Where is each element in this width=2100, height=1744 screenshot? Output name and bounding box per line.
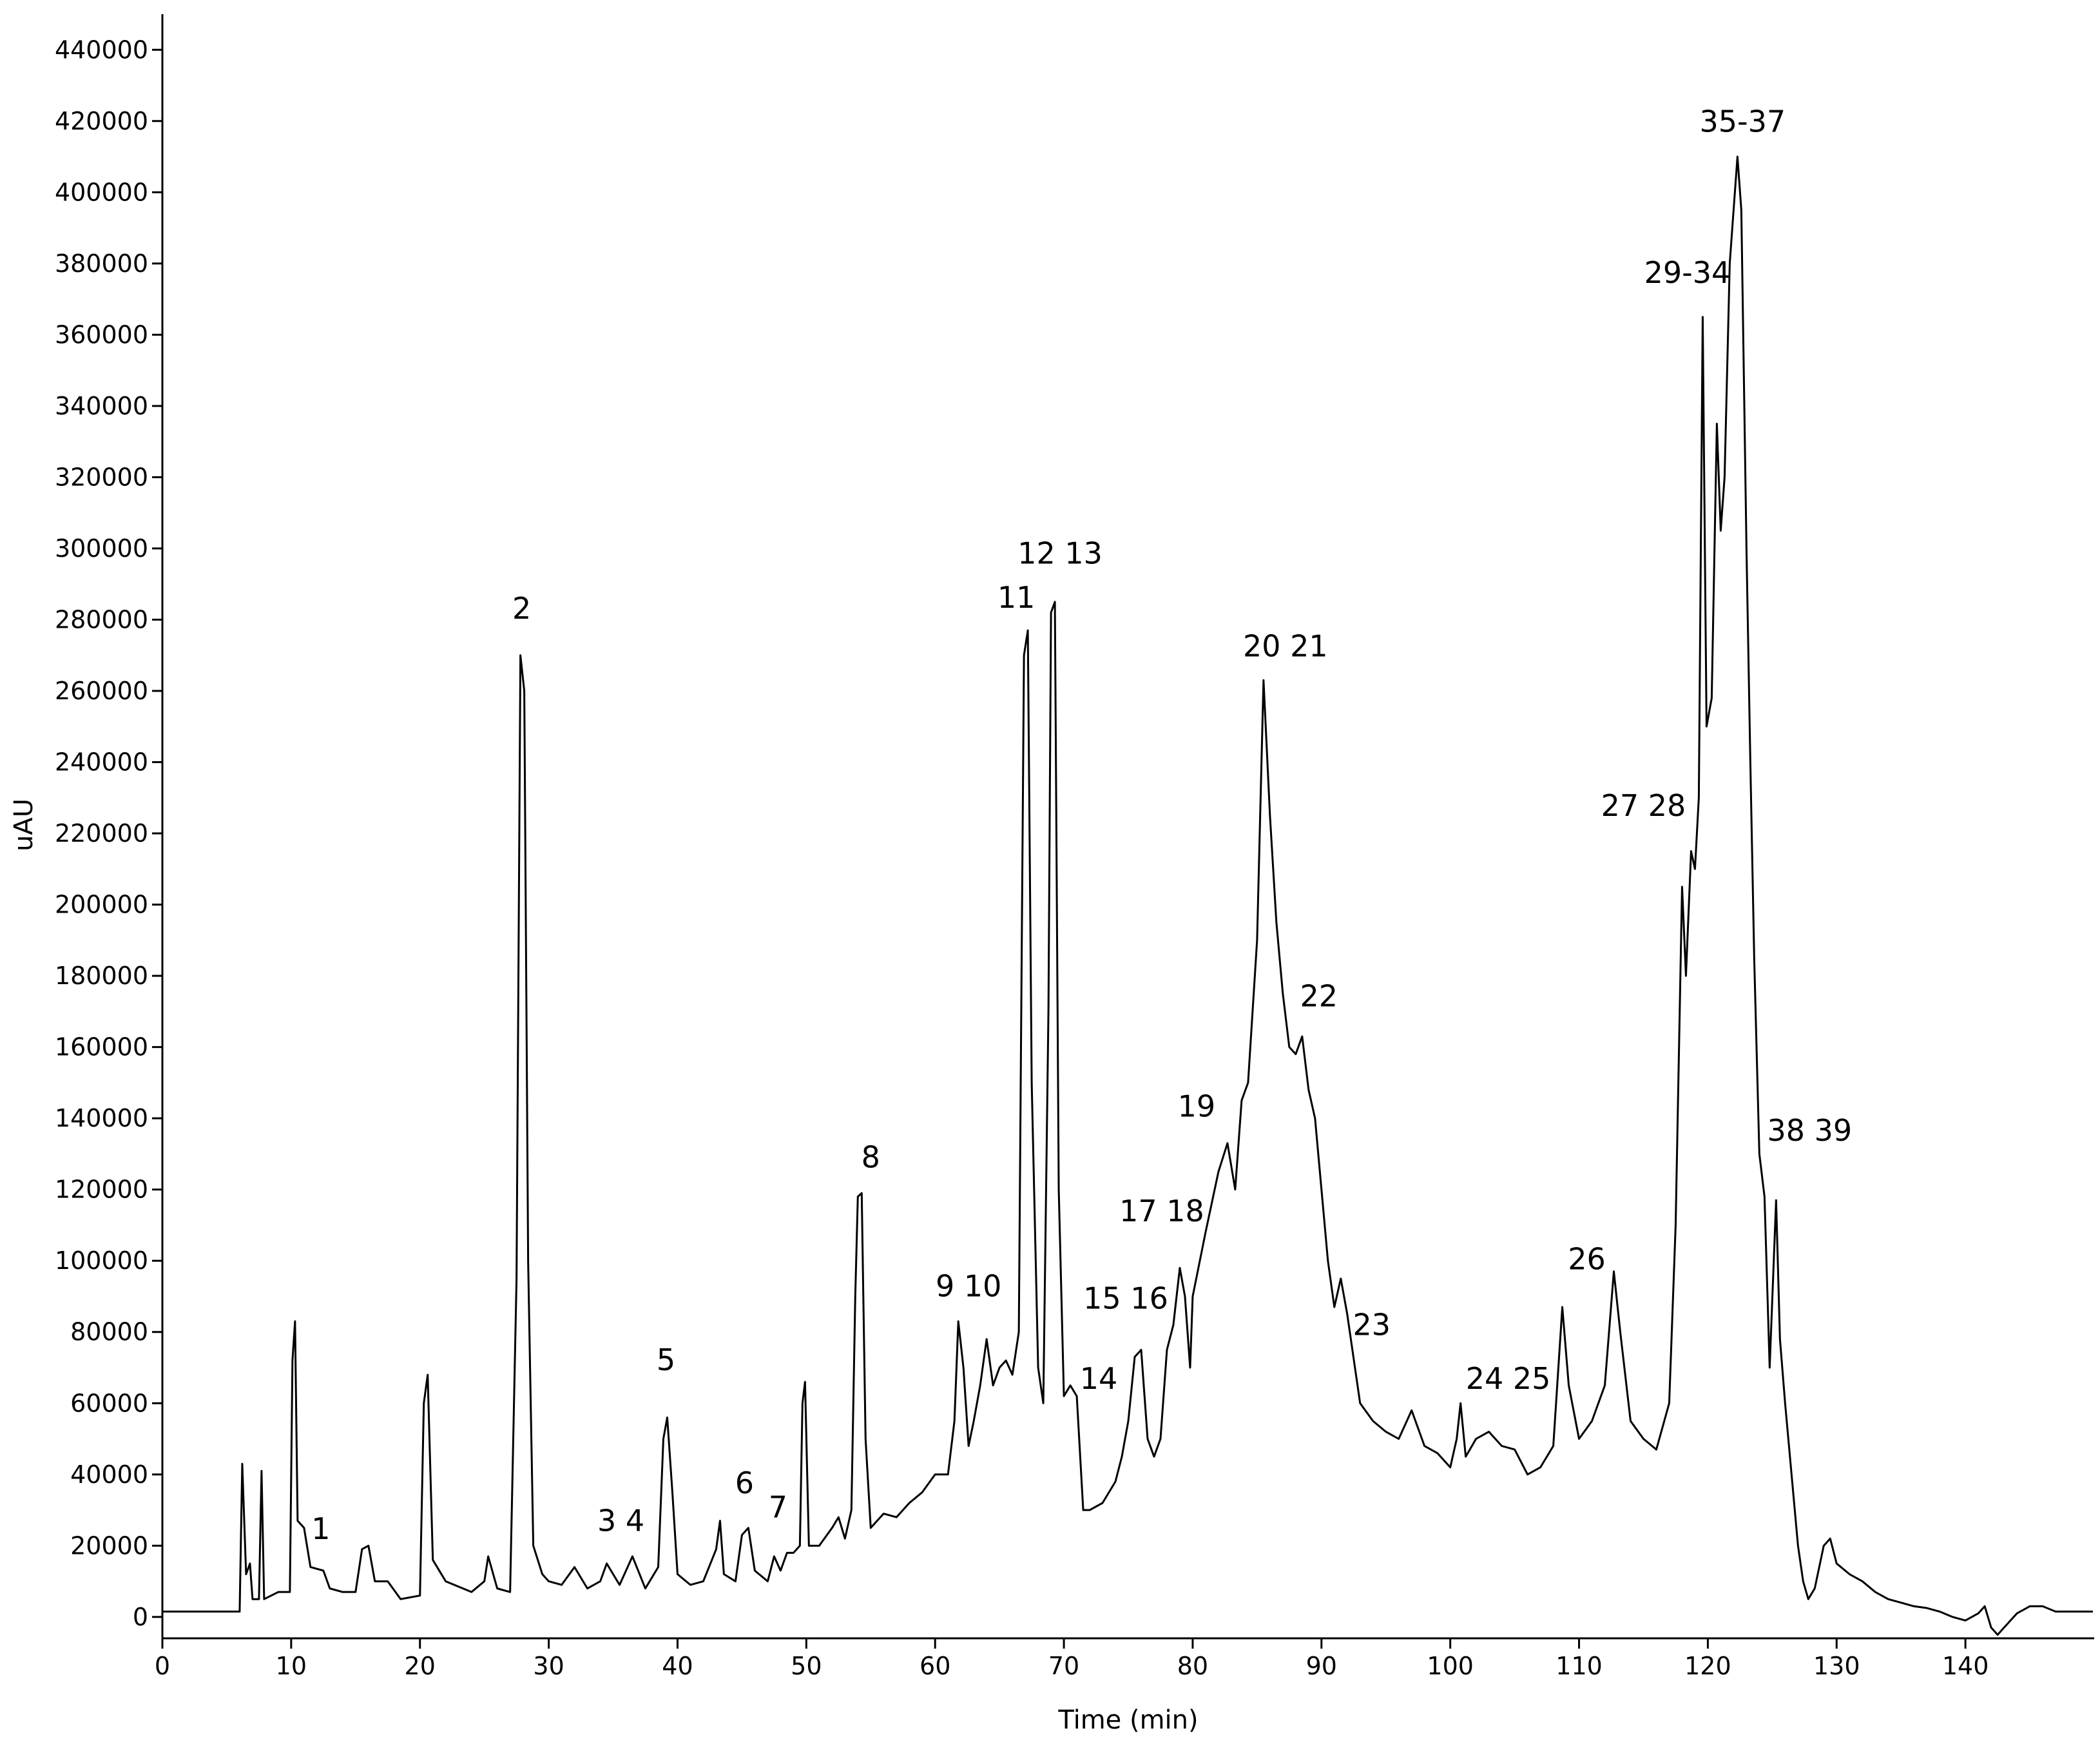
y-tick-label: 360000 [55, 320, 148, 349]
y-tick-label: 440000 [55, 35, 148, 64]
y-tick-label: 400000 [55, 178, 148, 206]
peak-label: 1 [311, 1511, 330, 1546]
peak-label: 11 [997, 580, 1036, 615]
peak-label: 26 [1568, 1241, 1606, 1276]
y-tick-label: 200000 [55, 891, 148, 919]
x-tick-label: 50 [791, 1652, 822, 1680]
y-tick-label: 0 [133, 1603, 148, 1631]
x-tick-label: 40 [662, 1652, 693, 1680]
y-tick-label: 20000 [70, 1531, 148, 1560]
y-tick-label: 320000 [55, 463, 148, 491]
y-tick-label: 100000 [55, 1246, 148, 1275]
peak-label: 9 10 [936, 1268, 1001, 1303]
peak-label: 27 28 [1601, 788, 1686, 823]
peak-label: 6 [735, 1466, 754, 1500]
y-tick-label: 160000 [55, 1033, 148, 1061]
y-tick-label: 280000 [55, 605, 148, 634]
peak-label: 20 21 [1243, 628, 1328, 663]
peak-label: 29-34 [1644, 255, 1731, 290]
y-tick-label: 420000 [55, 107, 148, 135]
y-tick-label: 220000 [55, 819, 148, 848]
peak-label: 24 25 [1466, 1361, 1551, 1396]
peak-label: 23 [1353, 1308, 1391, 1342]
peak-label: 5 [657, 1342, 675, 1377]
y-tick-label: 140000 [55, 1104, 148, 1132]
y-tick-label: 260000 [55, 677, 148, 705]
y-tick-label: 340000 [55, 392, 148, 420]
x-tick-label: 130 [1813, 1652, 1860, 1680]
peak-label: 22 [1300, 979, 1338, 1014]
x-tick-label: 60 [920, 1652, 950, 1680]
peak-label: 3 4 [597, 1504, 644, 1538]
peak-label: 8 [862, 1139, 880, 1174]
peak-label: 17 18 [1119, 1194, 1204, 1228]
peak-label: 19 [1178, 1089, 1216, 1123]
trace [162, 155, 2093, 1636]
x-tick-label: 20 [405, 1652, 436, 1680]
peak-label: 14 [1080, 1361, 1118, 1396]
peak-label: 7 [769, 1490, 787, 1525]
y-axis-label: uAU [9, 799, 39, 851]
peak-label: 38 39 [1767, 1113, 1852, 1148]
peak-label: 35-37 [1700, 104, 1786, 139]
y-tick-label: 120000 [55, 1176, 148, 1204]
x-tick-label: 120 [1684, 1652, 1731, 1680]
x-tick-label: 0 [155, 1652, 170, 1680]
x-tick-label: 100 [1427, 1652, 1474, 1680]
y-tick-label: 180000 [55, 962, 148, 990]
x-tick-label: 10 [276, 1652, 307, 1680]
y-tick-label: 240000 [55, 748, 148, 777]
y-tick-label: 380000 [55, 249, 148, 278]
y-tick-label: 60000 [70, 1389, 148, 1417]
y-tick-label: 300000 [55, 534, 148, 563]
x-tick-label: 80 [1177, 1652, 1208, 1680]
peak-label: 15 16 [1083, 1281, 1168, 1315]
x-axis-label: Time (min) [1057, 1705, 1198, 1735]
x-tick-label: 90 [1306, 1652, 1337, 1680]
x-tick-label: 70 [1048, 1652, 1079, 1680]
y-tick-label: 40000 [70, 1460, 148, 1489]
peak-label: 12 13 [1017, 536, 1103, 571]
peak-label: 2 [512, 591, 531, 626]
x-tick-label: 140 [1942, 1652, 1989, 1680]
y-tick-label: 80000 [70, 1318, 148, 1346]
x-tick-label: 110 [1556, 1652, 1603, 1680]
x-tick-label: 30 [533, 1652, 564, 1680]
